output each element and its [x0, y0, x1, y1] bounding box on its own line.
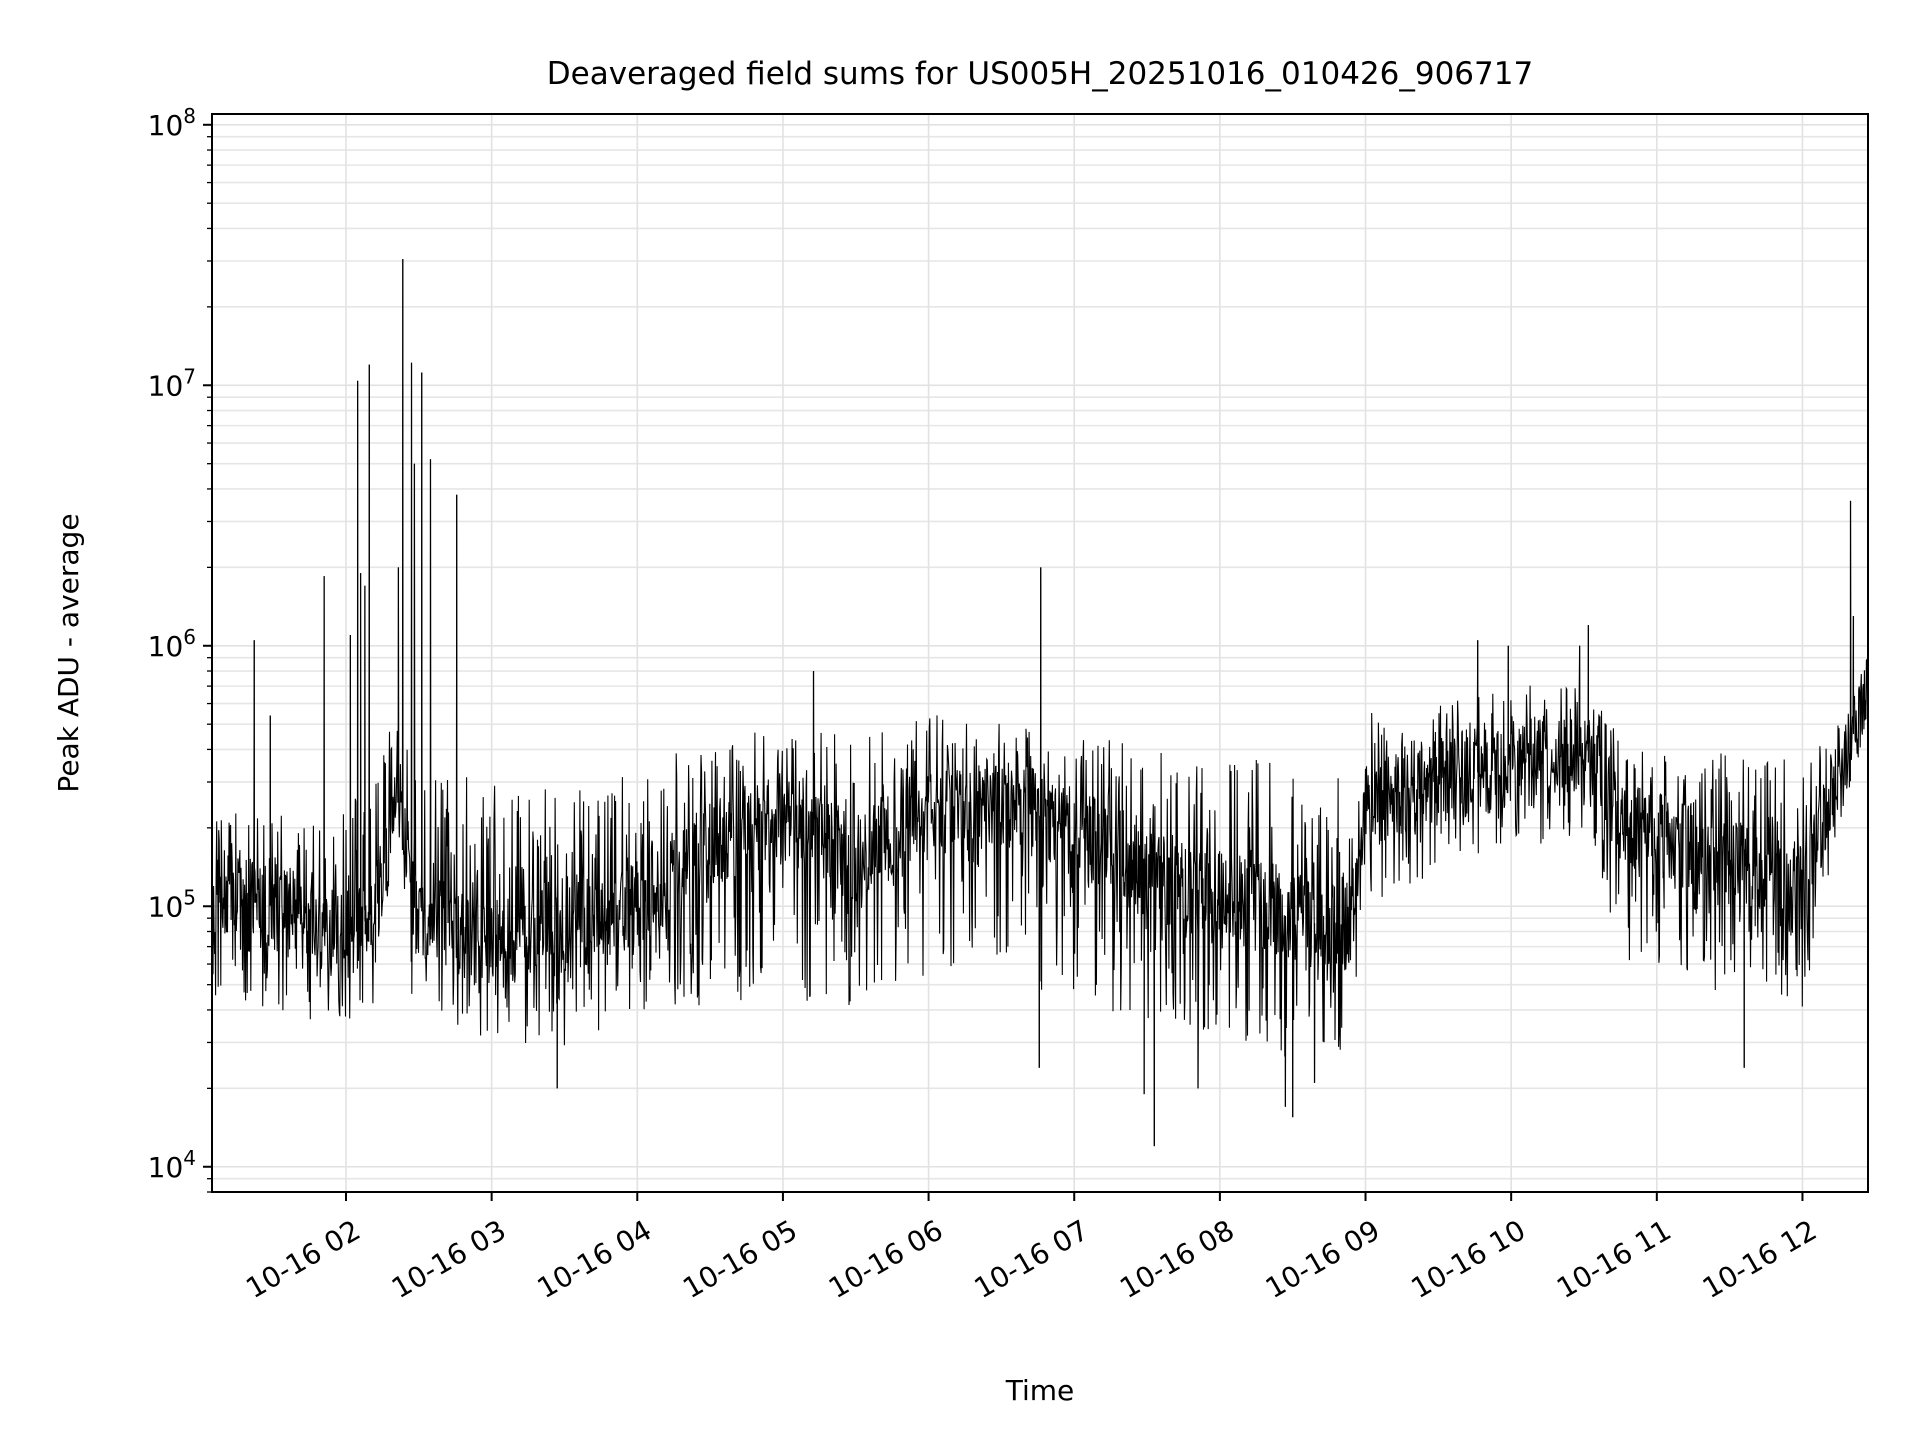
y-tick-exponent: 7: [183, 364, 196, 388]
y-axis-label: Peak ADU - average: [52, 513, 85, 792]
y-tick-base: 10: [148, 369, 184, 402]
y-tick-base: 10: [148, 109, 184, 142]
y-tick-label: 105: [148, 885, 196, 923]
y-tick-label: 104: [148, 1146, 196, 1184]
y-tick-exponent: 5: [183, 885, 196, 909]
y-tick-base: 10: [148, 630, 184, 663]
x-tick-label: 10-16 12: [1697, 1213, 1823, 1305]
y-tick-label: 108: [148, 104, 196, 142]
plot-frame: [211, 113, 1869, 1193]
x-tick-label: 10-16 07: [969, 1213, 1095, 1305]
x-tick-label: 10-16 05: [677, 1213, 803, 1305]
y-tick-label: 106: [148, 625, 196, 663]
x-tick-label: 10-16 02: [240, 1213, 366, 1305]
x-tick-label: 10-16 08: [1114, 1213, 1240, 1305]
data-series: [212, 259, 1868, 1147]
x-tick-label: 10-16 06: [823, 1213, 949, 1305]
x-axis-label: Time: [1005, 1374, 1075, 1407]
grid-lines: [212, 114, 1868, 1193]
y-tick-exponent: 8: [183, 104, 196, 128]
x-tick-label: 10-16 09: [1260, 1213, 1386, 1305]
y-tick-exponent: 4: [183, 1146, 196, 1170]
y-tick-label: 107: [148, 364, 196, 402]
x-tick-label: 10-16 04: [532, 1213, 658, 1305]
y-tick-base: 10: [148, 890, 184, 923]
x-tick-label: 10-16 11: [1551, 1213, 1677, 1305]
series-line: [212, 259, 1868, 1147]
x-tick-label: 10-16 10: [1406, 1213, 1532, 1305]
y-tick-base: 10: [148, 1151, 184, 1184]
x-tick-label: 10-16 03: [386, 1213, 512, 1305]
chart-title: Deaveraged field sums for US005H_2025101…: [547, 56, 1533, 92]
y-tick-exponent: 6: [183, 625, 196, 649]
